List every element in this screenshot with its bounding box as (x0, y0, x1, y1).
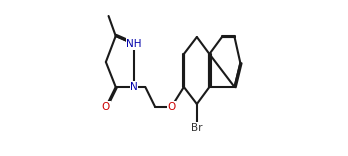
Text: O: O (102, 102, 110, 112)
Text: O: O (167, 102, 175, 112)
Text: Br: Br (191, 123, 203, 133)
Text: N: N (130, 82, 138, 92)
Text: NH: NH (126, 39, 142, 49)
